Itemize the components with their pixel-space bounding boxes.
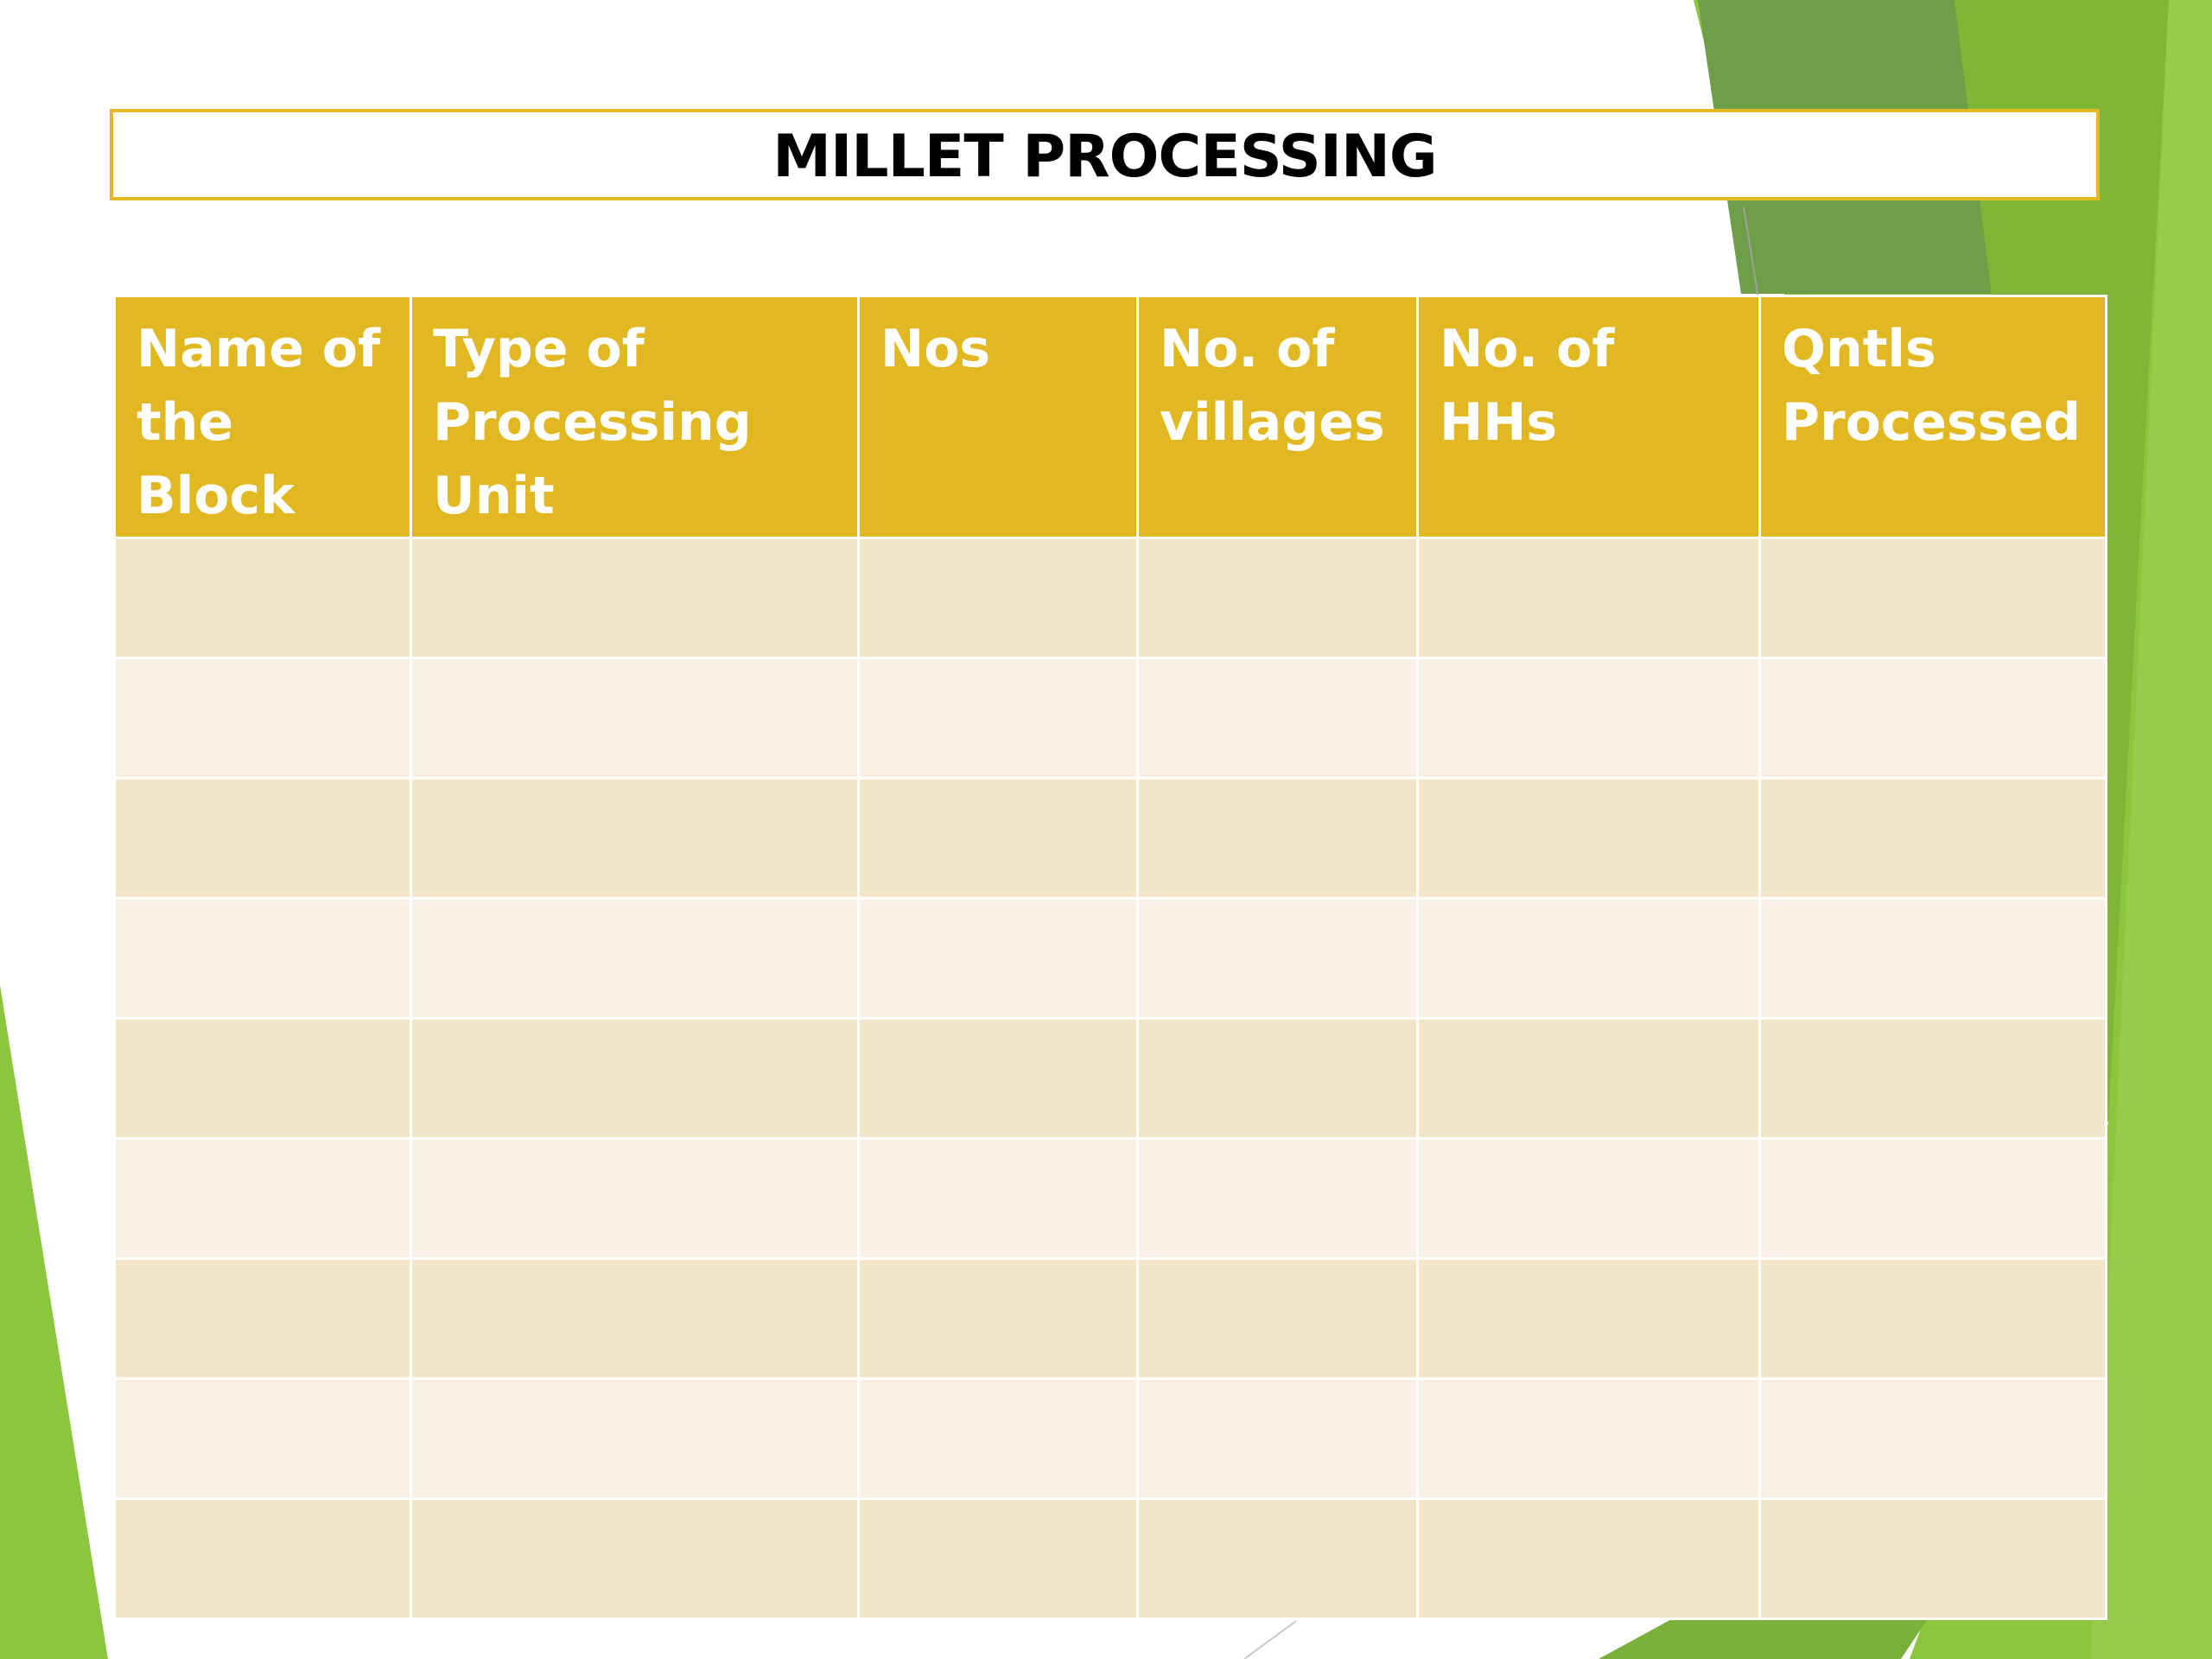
table-cell [857, 1017, 1139, 1140]
table-cell [113, 1257, 412, 1380]
table-cell [1416, 1377, 1761, 1500]
table-cell [1758, 1377, 2107, 1500]
table-cell [1758, 1017, 2107, 1140]
table-cell [1758, 657, 2107, 779]
header-name-of-block: Name of the Block [113, 295, 412, 539]
table-cell [1136, 1497, 1419, 1620]
table-cell [113, 897, 412, 1020]
title-box: MILLET PROCESSING [110, 109, 2100, 200]
table-cell [410, 777, 860, 899]
header-no-of-hhs: No. of HHs [1416, 295, 1761, 539]
table-cell [857, 537, 1139, 659]
table-cell [1136, 897, 1419, 1020]
table-cell [113, 657, 412, 779]
table-cell [1416, 1017, 1761, 1140]
green-shard-bottom [1599, 1607, 1936, 1659]
table-row [113, 657, 2107, 779]
green-shard-right-edge [2091, 0, 2212, 1659]
table-cell [1758, 1497, 2107, 1620]
table-cell [410, 537, 860, 659]
table-cell [410, 897, 860, 1020]
table-cell [1416, 897, 1761, 1020]
table-row [113, 1137, 2107, 1260]
header-qntls-processed: Qntls Processed [1758, 295, 2107, 539]
table-cell [113, 1017, 412, 1140]
green-shard-left [0, 985, 108, 1659]
table-cell [1416, 1497, 1761, 1620]
table-cell [1758, 537, 2107, 659]
table-cell [410, 1377, 860, 1500]
table-cell [410, 1137, 860, 1260]
header-nos: Nos [857, 295, 1139, 539]
table-cell [857, 897, 1139, 1020]
table-cell [857, 777, 1139, 899]
table-cell [1416, 1137, 1761, 1260]
table-cell [1758, 897, 2107, 1020]
table-cell [1416, 1257, 1761, 1380]
table-header-row: Name of the Block Type of Processing Uni… [113, 295, 2107, 539]
header-no-of-villages: No. of villages [1136, 295, 1419, 539]
table-row [113, 1377, 2107, 1500]
table-cell [1416, 777, 1761, 899]
table-cell [1136, 777, 1419, 899]
table-row [113, 1017, 2107, 1140]
table-cell [410, 1257, 860, 1380]
table-cell [1136, 1137, 1419, 1260]
table-cell [857, 657, 1139, 779]
table-cell [1136, 657, 1419, 779]
table-cell [1416, 657, 1761, 779]
table-cell [113, 1377, 412, 1500]
table-cell [857, 1257, 1139, 1380]
gray-accent-line [1743, 207, 1759, 299]
table-cell [113, 777, 412, 899]
table-row [113, 1257, 2107, 1380]
table-cell [1136, 1257, 1419, 1380]
table-row [113, 777, 2107, 899]
gray-accent-line-bottom [1243, 1620, 1297, 1659]
slide-title: MILLET PROCESSING [772, 123, 1437, 191]
table-row [113, 537, 2107, 659]
table-row [113, 897, 2107, 1020]
table-cell [1136, 537, 1419, 659]
table-cell [1758, 1257, 2107, 1380]
table-cell [1758, 777, 2107, 899]
table-cell [113, 537, 412, 659]
table-cell [1136, 1377, 1419, 1500]
table-cell [113, 1137, 412, 1260]
table-cell [1416, 537, 1761, 659]
table-cell [1136, 1017, 1419, 1140]
table-row [113, 1497, 2107, 1620]
table-cell [410, 657, 860, 779]
table-cell [857, 1377, 1139, 1500]
table-cell [857, 1137, 1139, 1260]
header-type-of-processing-unit: Type of Processing Unit [410, 295, 860, 539]
millet-processing-table: Name of the Block Type of Processing Uni… [113, 295, 2107, 1620]
table-cell [113, 1497, 412, 1620]
table-cell [410, 1017, 860, 1140]
table-cell [857, 1497, 1139, 1620]
table-cell [1758, 1137, 2107, 1260]
table-cell [410, 1497, 860, 1620]
